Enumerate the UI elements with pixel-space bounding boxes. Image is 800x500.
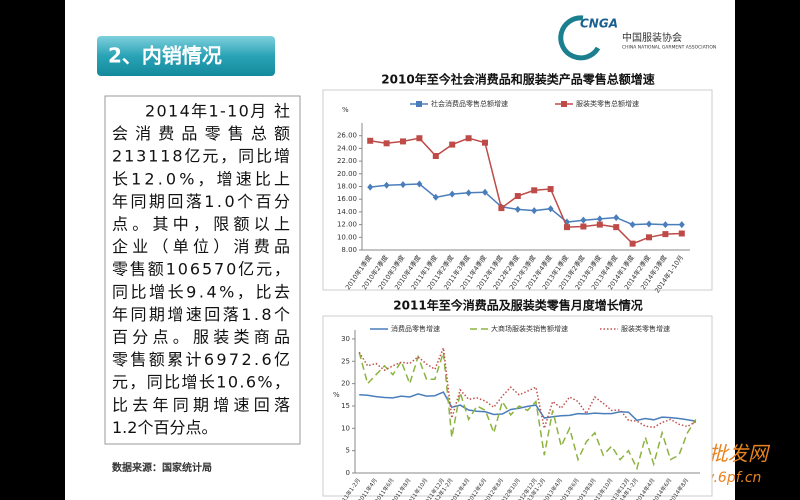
- paragraph-line: 元，同比增长10.6%，: [112, 373, 290, 392]
- point: [465, 135, 472, 142]
- legend-label: 大商场服装类销售额增速: [491, 324, 568, 333]
- point: [646, 234, 652, 241]
- paragraph-line: 年同期回落1.0个百分: [112, 192, 290, 211]
- point: [580, 216, 587, 224]
- y-tick-label: 20.00: [337, 170, 357, 178]
- point: [580, 223, 587, 230]
- point: [547, 205, 554, 213]
- logo-english: CHINA NATIONAL GARMENT ASSOCIATION: [622, 45, 716, 51]
- point: [514, 205, 521, 213]
- y-tick-label: 0: [346, 469, 350, 477]
- y-tick-label: 24.00: [337, 144, 357, 152]
- y-tick-label: 10: [341, 424, 350, 432]
- y-tick-label: 8.00: [341, 246, 357, 254]
- point: [547, 186, 554, 193]
- series-line: [358, 347, 697, 429]
- logo: CNGA 中国服装协会 CHINA NATIONAL GARMENT ASSOC…: [558, 15, 716, 61]
- point: [662, 231, 669, 238]
- legend-label: 服装类零售总额增速: [576, 99, 639, 108]
- point: [400, 138, 406, 145]
- paragraph: 2014年1-10月 社会消费品零售总额213118亿元，同比增长12.0%，增…: [112, 102, 290, 437]
- point: [678, 230, 685, 237]
- point: [564, 224, 570, 231]
- chart-title: 2010年至今社会消费品和服装类产品零售总额增速: [381, 72, 654, 87]
- y-unit: %: [342, 106, 349, 114]
- paragraph-line: 2014年1-10月 社: [145, 102, 290, 121]
- point: [498, 205, 505, 212]
- chart-frame: [322, 315, 713, 497]
- source: 数据来源：国家统计局: [112, 461, 212, 474]
- point: [629, 240, 636, 247]
- y-tick-label: 25: [341, 357, 350, 365]
- y-tick-label: 14.00: [337, 208, 357, 216]
- point: [465, 189, 472, 197]
- logo-name: 中国服装协会: [622, 31, 682, 44]
- legend-marker: [416, 101, 422, 107]
- point: [678, 221, 685, 229]
- y-unit: %: [333, 391, 340, 399]
- point: [531, 187, 538, 194]
- paragraph-line: 年同期增速回落1.8个: [112, 305, 290, 324]
- y-tick-label: 18.00: [337, 183, 357, 191]
- y-tick-label: 22.00: [337, 157, 357, 165]
- y-tick-label: 12.00: [337, 221, 357, 229]
- paragraph-line: 同比增长9.4%，比去: [112, 282, 290, 301]
- legend-marker: [561, 101, 567, 107]
- legend-label: 消费品零售增速: [391, 324, 440, 333]
- legend-label: 服装类零售增速: [621, 324, 670, 333]
- point: [629, 221, 636, 229]
- y-tick-label: 15: [341, 402, 350, 410]
- logo-mark: CNGA: [580, 17, 618, 31]
- paragraph-line: 零售额106570亿元，: [112, 260, 290, 279]
- paragraph-line: 零售额累计6972.6亿: [112, 350, 290, 369]
- point: [482, 139, 488, 146]
- point: [400, 181, 406, 189]
- chart-frame: [322, 89, 713, 291]
- point: [596, 215, 603, 223]
- point: [432, 193, 439, 201]
- logo-ring: [558, 15, 601, 61]
- paragraph-line: 比去年同期增速回落: [112, 395, 290, 414]
- point: [383, 181, 390, 189]
- series-line: [358, 352, 697, 471]
- series-line: [370, 183, 682, 226]
- point: [367, 137, 374, 144]
- point: [416, 180, 423, 188]
- y-tick-label: 10.00: [337, 233, 357, 241]
- slide-title: 2、内销情况: [108, 44, 222, 68]
- title-box: [97, 36, 275, 76]
- point: [613, 224, 620, 231]
- y-tick-label: 16.00: [337, 195, 357, 203]
- point: [416, 135, 423, 142]
- point: [367, 183, 374, 191]
- series-line: [359, 391, 696, 422]
- paragraph-line: 1.2个百分点。: [112, 418, 217, 437]
- paragraph-line: 百分点。服装类商品: [112, 328, 290, 347]
- point: [449, 141, 456, 148]
- paragraph-line: 长12.0%，增速比上: [112, 169, 290, 188]
- point: [613, 214, 620, 222]
- chart-title: 2011年至今消费品及服装类零售月度增长情况: [393, 298, 642, 313]
- y-tick-label: 5: [346, 447, 350, 455]
- y-tick-label: 20: [341, 380, 350, 388]
- point: [514, 193, 521, 200]
- point: [482, 188, 488, 196]
- point: [449, 190, 456, 198]
- point: [662, 221, 669, 229]
- y-tick-label: 26.00: [337, 132, 357, 140]
- point: [432, 153, 439, 160]
- y-tick-label: 30: [341, 335, 350, 343]
- point: [646, 220, 652, 228]
- paragraph-line: 点。其中，限额以上: [112, 215, 290, 234]
- legend-label: 社会消费品零售总额增速: [431, 99, 508, 108]
- text-box: [104, 95, 301, 445]
- paragraph-line: 企业（单位）消费品: [112, 237, 290, 256]
- point: [383, 140, 390, 147]
- point: [596, 221, 603, 228]
- point: [531, 207, 538, 215]
